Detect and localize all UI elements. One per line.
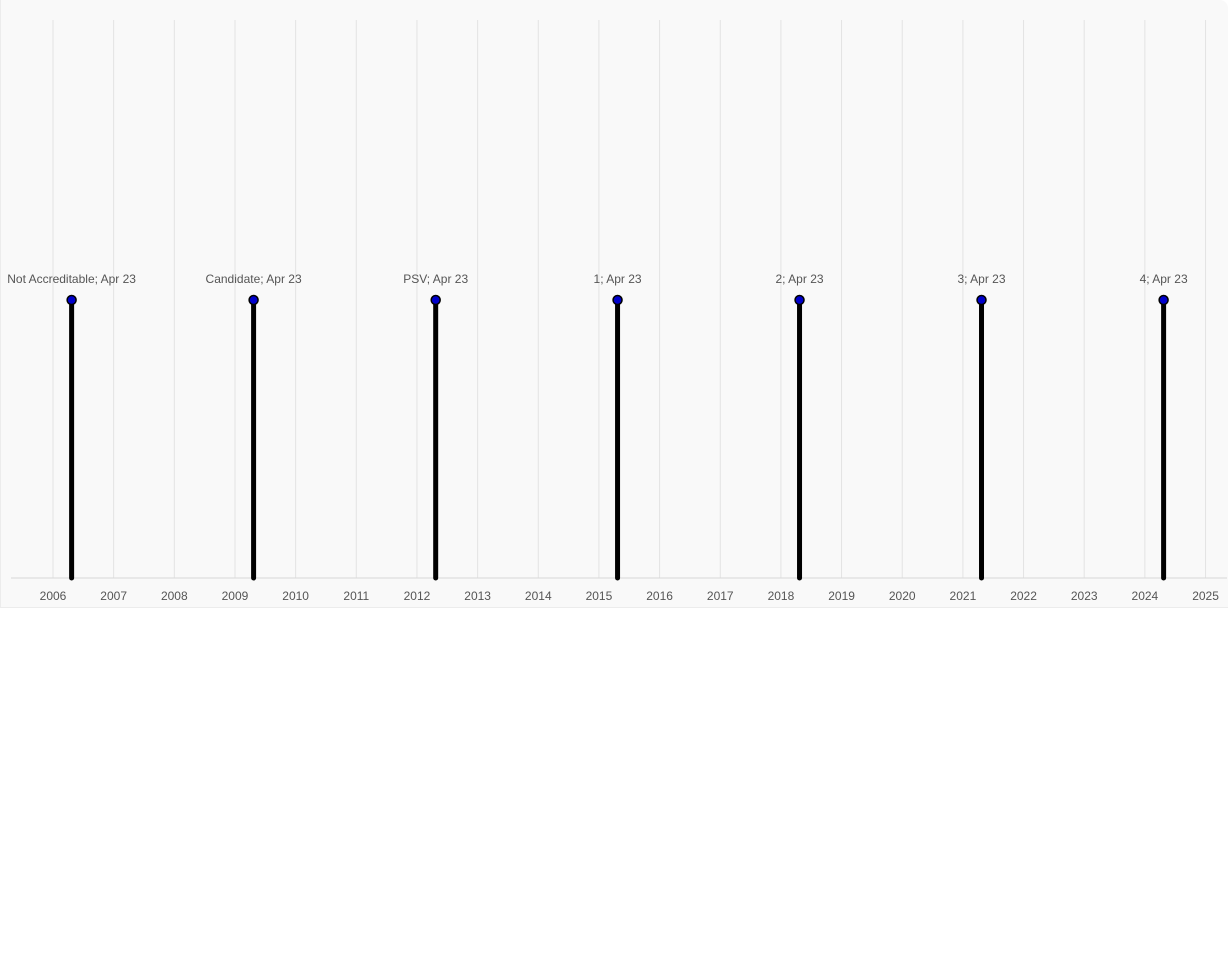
x-tick-label: 2014 <box>525 589 552 603</box>
x-tick-label: 2008 <box>161 589 188 603</box>
timeline-event[interactable]: 4; Apr 23 <box>1140 272 1188 581</box>
event-marker[interactable] <box>794 294 805 306</box>
timeline-event[interactable]: 2; Apr 23 <box>776 272 824 581</box>
x-tick-label: 2009 <box>222 589 249 603</box>
event-label: 2; Apr 23 <box>776 272 824 286</box>
chart-panel: 2006 2007 2008 2009 2010 2011 2012 2013 2014 2015… <box>0 0 1228 608</box>
x-tick-label: 2016 <box>646 589 673 603</box>
event-marker[interactable] <box>1158 294 1169 306</box>
x-tick-label: 2006 <box>40 589 67 603</box>
x-tick-label: 2020 <box>889 589 916 603</box>
event-label: 3; Apr 23 <box>957 272 1005 286</box>
event-label: PSV; Apr 23 <box>403 272 468 286</box>
event-label: Not Accreditable; Apr 23 <box>7 272 136 286</box>
timeline-event[interactable]: 3; Apr 23 <box>957 272 1006 581</box>
timeline-event[interactable]: Not Accreditable; Apr 23 <box>7 272 136 581</box>
event-marker[interactable] <box>976 294 987 306</box>
timeline-event[interactable]: 1; Apr 23 <box>594 272 642 581</box>
x-tick-label: 2025 <box>1192 589 1219 603</box>
event-marker[interactable] <box>612 294 623 306</box>
event-marker[interactable] <box>248 294 259 306</box>
event-label: 1; Apr 23 <box>594 272 642 286</box>
x-tick-label: 2010 <box>282 589 309 603</box>
event-label: 4; Apr 23 <box>1140 272 1188 286</box>
timeline-event[interactable]: PSV; Apr 23 <box>403 272 468 581</box>
x-tick-label: 2022 <box>1010 589 1037 603</box>
event-label: Candidate; Apr 23 <box>206 272 302 286</box>
timeline-events: Not Accreditable; Apr 23 Candidate; Apr 2… <box>7 272 1188 581</box>
x-tick-label: 2023 <box>1071 589 1098 603</box>
timeline-chart: 2006 2007 2008 2009 2010 2011 2012 2013 2014 2015… <box>7 20 1227 603</box>
x-tick-label: 2017 <box>707 589 734 603</box>
grid-lines <box>52 20 1207 578</box>
x-tick-label: 2018 <box>768 589 795 603</box>
x-tick-label: 2013 <box>464 589 491 603</box>
timeline-event[interactable]: Candidate; Apr 23 <box>206 272 302 581</box>
x-tick-label: 2007 <box>100 589 127 603</box>
x-tick-label: 2019 <box>828 589 855 603</box>
event-marker[interactable] <box>66 294 77 306</box>
x-tick-label: 2024 <box>1132 589 1159 603</box>
x-tick-label: 2015 <box>586 589 613 603</box>
x-axis-ticks: 2006 2007 2008 2009 2010 2011 2012 2013 2014 2015… <box>40 589 1220 603</box>
event-marker[interactable] <box>430 294 441 306</box>
x-tick-label: 2012 <box>404 589 431 603</box>
x-tick-label: 2011 <box>343 589 369 603</box>
x-tick-label: 2021 <box>950 589 977 603</box>
